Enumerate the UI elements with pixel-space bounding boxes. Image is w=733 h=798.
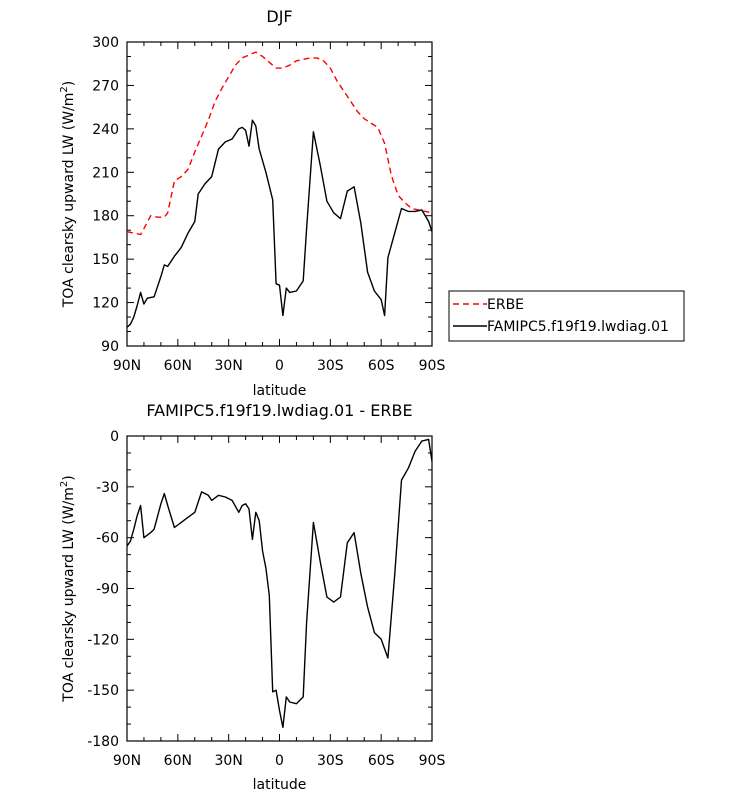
y-axis-label: TOA clearsky upward LW (W/m2) [59,81,77,308]
chart-title: DJF [266,7,292,26]
x-tick-label: 90N [113,358,141,374]
x-tick-label: 90S [419,358,446,374]
x-tick-label: 60N [164,753,192,769]
x-tick-label: 60S [368,358,395,374]
top-panel-djf: DJF 90N 60N 30N 0 30S 60S 90S 90 120 150 180 210 240 2… [59,7,445,399]
x-tick-label: 90N [113,753,141,769]
y-tick-label: 90 [101,339,119,355]
y-tick-label: 210 [92,165,119,181]
x-tick-label: 0 [275,358,284,374]
chart-title: FAMIPC5.f19f19.lwdiag.01 - ERBE [146,401,412,420]
x-tick-label: 0 [275,753,284,769]
series-line-1 [126,119,433,328]
y-tick-label: -90 [96,582,119,598]
x-tick-label: 90S [419,753,446,769]
bottom-panel-difference: FAMIPC5.f19f19.lwdiag.01 - ERBE 90N 60N 30N… [59,401,445,793]
y-axis-label: TOA clearsky upward LW (W/m2) [59,475,77,702]
x-tick-label: 30N [215,753,243,769]
legend-label: ERBE [487,297,524,313]
y-tick-label: -30 [96,480,119,496]
y-tick-label: 150 [92,252,119,268]
x-tick-label: 60N [164,358,192,374]
x-axis-label: latitude [253,777,307,793]
y-tick-label: 0 [110,429,119,445]
x-tick-label: 30S [317,753,344,769]
y-tick-label: 120 [92,296,119,312]
plot-frame [126,41,433,347]
legend-label: FAMIPC5.f19f19.lwdiag.01 [487,319,669,335]
x-tick-label: 30S [317,358,344,374]
y-tick-label: -180 [87,734,119,750]
y-tick-label: -60 [96,531,119,547]
x-tick-label: 60S [368,753,395,769]
series-line-0 [126,438,433,729]
legend: ERBE FAMIPC5.f19f19.lwdiag.01 [448,290,685,342]
x-tick-label: 30N [215,358,243,374]
y-tick-label: 300 [92,35,119,51]
plot-frame [126,435,433,742]
y-tick-label: 270 [92,78,119,94]
legend-box [448,290,685,342]
y-tick-label: -120 [87,632,119,648]
y-tick-label: 180 [92,209,119,225]
series-line-0 [126,51,433,236]
x-axis-label: latitude [253,383,307,399]
y-tick-label: -150 [87,683,119,699]
y-tick-label: 240 [92,122,119,138]
